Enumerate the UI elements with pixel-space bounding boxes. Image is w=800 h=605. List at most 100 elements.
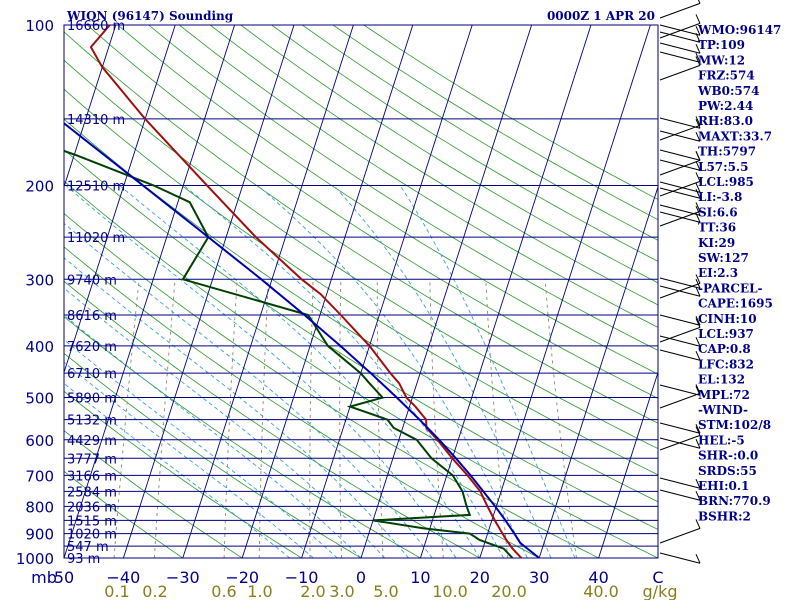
temp-tick-label: 40 <box>588 568 608 587</box>
isotherm <box>538 185 658 558</box>
wind-barb-flag <box>695 161 701 171</box>
index-line: WB0:574 <box>697 84 759 98</box>
pressure-tick-label: 400 <box>25 338 54 356</box>
index-line: SRDS:55 <box>698 464 757 478</box>
wind-barb-flag <box>695 14 701 24</box>
wind-barb-staff <box>659 384 701 396</box>
wind-barb-staff <box>659 22 701 39</box>
wind-barb-staff <box>659 42 701 54</box>
pressure-tick-label: 800 <box>25 498 54 516</box>
index-line: FRZ:574 <box>698 69 755 83</box>
wind-barb-staff <box>659 489 701 501</box>
index-line: EL:132 <box>698 373 745 387</box>
height-label: 11020 m <box>67 231 125 246</box>
wind-barb-staff <box>659 187 701 199</box>
mixing-ratio-label: 1.0 <box>247 582 272 600</box>
mixing-ratio-label: 0.6 <box>211 582 236 600</box>
wind-barb-staff <box>659 349 701 361</box>
wind-barb-staff <box>659 527 701 544</box>
index-line: KI:29 <box>698 236 735 250</box>
wind-barb-flag <box>695 151 701 161</box>
wind-barb-flag <box>695 274 701 284</box>
wind-barb-staff <box>659 180 701 197</box>
index-line: EHI:0.1 <box>698 479 749 493</box>
temp-tick-label: −10 <box>285 568 319 587</box>
wind-barb-staff <box>659 51 701 63</box>
profile-series <box>64 25 540 558</box>
wind-barb-flag <box>695 554 701 564</box>
temperature-profile <box>89 25 523 558</box>
index-line: STM:102/8 <box>698 418 771 432</box>
index-line: SHR-:0.0 <box>698 449 758 463</box>
height-label: 14310 m <box>67 113 125 128</box>
mixing-ratio-line <box>223 279 238 558</box>
height-label: 8616 m <box>67 309 117 324</box>
wind-barb-flag <box>695 519 701 529</box>
temp-tick-label: −20 <box>225 568 259 587</box>
isotherm <box>64 25 176 374</box>
wind-barb-flag <box>695 316 701 326</box>
wind-barb-flag <box>695 119 701 129</box>
isotherm <box>64 25 117 189</box>
wind-barb-flag <box>695 189 701 199</box>
wind-barb-flag <box>695 202 701 212</box>
wind-barb-flag <box>695 44 701 54</box>
index-line: L57:5.5 <box>698 160 748 174</box>
mixing-ratio-label: 0.2 <box>142 582 167 600</box>
height-label: 2036 m <box>67 500 117 515</box>
index-line: TT:36 <box>698 221 736 235</box>
wind-barb-flag <box>695 424 701 434</box>
mixing-ratio-label: 5.0 <box>373 582 398 600</box>
wind-barb-flag <box>695 318 701 328</box>
mixing-ratio-label: 10.0 <box>432 582 468 600</box>
temp-tick-label: −40 <box>107 568 141 587</box>
wind-barb-flag <box>695 183 701 193</box>
wind-barb-staff <box>659 159 701 171</box>
wind-barb-staff <box>659 477 701 489</box>
pressure-tick-label: 900 <box>25 526 54 544</box>
index-line: WMO:96147 <box>697 23 781 37</box>
temp-tick-label: −30 <box>166 568 200 587</box>
mixing-ratio-label: 3.0 <box>329 582 354 600</box>
wind-barb-staff <box>659 314 701 326</box>
wind-barb-flag <box>695 56 701 66</box>
wind-barb-flag <box>695 53 701 63</box>
wind-barb-flag <box>695 132 701 142</box>
pressure-tick-label: 1000 <box>16 550 54 568</box>
wind-barb-flag <box>695 116 701 126</box>
height-label: 5132 m <box>67 414 117 429</box>
dry-adiabat <box>64 316 422 558</box>
wind-barb-flag <box>695 287 701 297</box>
index-line: -PARCEL- <box>698 281 763 295</box>
wind-barb-staff <box>659 159 701 176</box>
wind-barbs <box>659 0 701 564</box>
wind-barb-staff <box>659 422 701 434</box>
pressure-tick-label: 500 <box>25 390 54 408</box>
pressure-tick-label: 300 <box>25 271 54 289</box>
isotherm <box>360 25 533 558</box>
dewpoint-profile <box>64 149 514 558</box>
isotherm <box>241 25 414 558</box>
height-label: 5890 m <box>67 392 117 407</box>
height-label: 9740 m <box>67 273 117 288</box>
series-inner <box>64 25 540 558</box>
mixing-ratio-unit: g/kg <box>643 582 678 600</box>
wind-barb-flag <box>695 491 701 501</box>
index-line: BRN:770.9 <box>698 494 771 508</box>
wind-barb-staff <box>659 117 701 129</box>
wind-barb-staff <box>659 24 701 36</box>
moist-adiabat <box>333 185 552 558</box>
wind-barb-staff <box>659 335 701 347</box>
index-line: TH:5797 <box>698 145 756 159</box>
moist-adiabat <box>119 185 481 558</box>
temp-unit-label: C <box>652 568 663 587</box>
wind-barb-staff <box>659 31 701 43</box>
parcel-profile <box>64 122 540 558</box>
height-label: 6710 m <box>67 367 117 382</box>
wind-barb-staff <box>659 130 701 142</box>
index-line: LFC:832 <box>698 357 754 371</box>
mixing-ratio-label: 0.1 <box>104 582 129 600</box>
index-line: CAP:0.8 <box>698 342 751 356</box>
